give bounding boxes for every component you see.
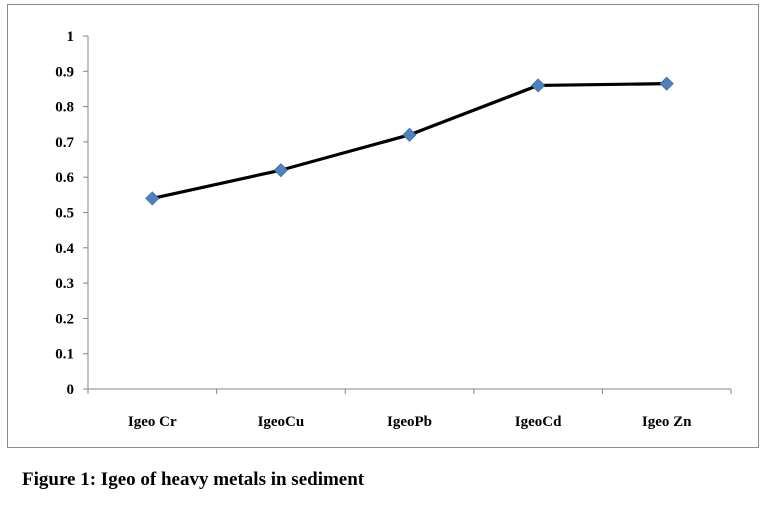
x-category-label: IgeoCd (515, 414, 562, 430)
x-category-label: Igeo Zn (642, 414, 692, 430)
data-point-marker (402, 127, 417, 142)
figure-caption: Figure 1: Igeo of heavy metals in sedime… (22, 469, 365, 490)
chart-frame (7, 4, 759, 448)
y-tick-label: 0.1 (55, 347, 74, 363)
data-point-marker (273, 163, 288, 178)
y-tick-label: 0.2 (55, 311, 74, 327)
y-tick-label: 1 (67, 29, 75, 45)
y-tick-label: 0.6 (55, 170, 74, 186)
data-point-marker (145, 191, 160, 206)
y-tick-label: 0.9 (55, 64, 74, 80)
x-category-label: IgeoPb (387, 414, 432, 430)
x-category-label: Igeo Cr (128, 414, 177, 430)
y-tick-label: 0 (67, 382, 75, 398)
y-tick-label: 0.7 (55, 135, 74, 151)
y-tick-label: 0.5 (55, 206, 74, 222)
x-category-label: IgeoCu (258, 414, 305, 430)
data-point-marker (531, 78, 546, 93)
x-axis-ticks: Igeo Cr IgeoCu IgeoPb IgeoCd Igeo Zn (87, 389, 732, 430)
axes (87, 36, 731, 390)
y-tick-label: 0.4 (55, 241, 74, 257)
data-point-marker (659, 76, 674, 91)
y-axis-ticks: 0 0.1 0.2 0.3 0.4 0.5 0.6 0.7 0.8 0.9 1 (55, 29, 88, 398)
data-points (145, 76, 674, 206)
y-tick-label: 0.3 (55, 276, 74, 292)
y-tick-label: 0.8 (55, 100, 74, 116)
